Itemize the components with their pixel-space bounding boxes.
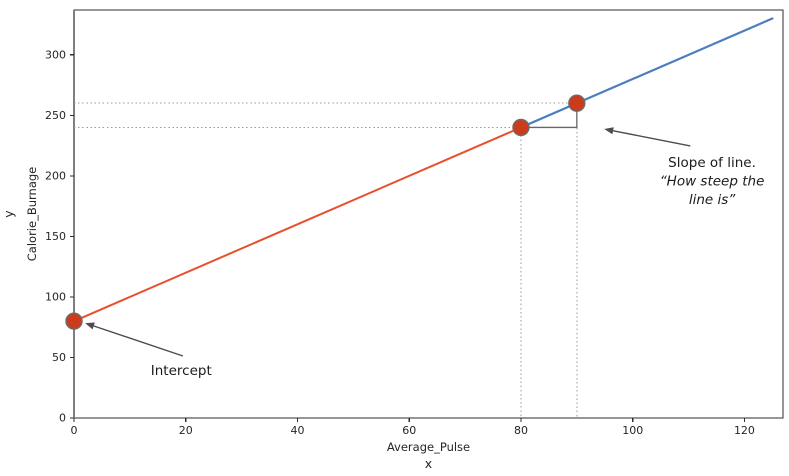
x-axis-label: Average_Pulse bbox=[387, 440, 470, 454]
y-tick-label: 300 bbox=[45, 48, 66, 61]
y-tick-label: 200 bbox=[45, 169, 66, 182]
x-tick-label: 100 bbox=[622, 424, 643, 437]
y-tick-label: 150 bbox=[45, 230, 66, 243]
slope-label: Slope of line. bbox=[668, 155, 756, 171]
slope-label: “How steep the bbox=[660, 174, 765, 190]
x-tick-label: 40 bbox=[290, 424, 304, 437]
y-tick-label: 50 bbox=[52, 351, 66, 364]
data-point bbox=[65, 312, 83, 330]
data-point bbox=[512, 118, 530, 137]
intercept-label: Intercept bbox=[151, 363, 212, 379]
y-tick-label: 0 bbox=[59, 412, 66, 425]
line-right-of-slope-point bbox=[519, 17, 774, 129]
y-tick-label: 250 bbox=[45, 109, 66, 122]
x-outer-label: x bbox=[425, 456, 432, 471]
x-tick-label: 0 bbox=[71, 424, 78, 437]
slope-arrow-line bbox=[609, 129, 691, 147]
data-point bbox=[568, 94, 586, 112]
plot-border bbox=[73, 9, 784, 419]
intercept-arrow-head bbox=[85, 322, 95, 330]
y-axis-label: Calorie_Burnage bbox=[25, 167, 39, 261]
line-left-of-slope-point bbox=[73, 126, 522, 323]
slope-arrow-head bbox=[604, 127, 614, 135]
slope-label: line is” bbox=[689, 192, 736, 208]
x-tick-label: 60 bbox=[402, 424, 416, 437]
y-outer-label: y bbox=[1, 210, 16, 218]
x-tick-label: 20 bbox=[179, 424, 193, 437]
x-tick-label: 120 bbox=[734, 424, 755, 437]
x-tick-label: 80 bbox=[514, 424, 528, 437]
intercept-arrow-line bbox=[90, 324, 184, 357]
y-tick-label: 100 bbox=[45, 291, 66, 304]
